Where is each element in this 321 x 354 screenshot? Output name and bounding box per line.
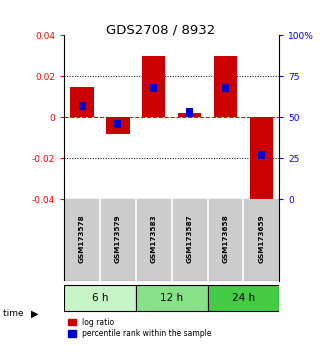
Bar — [71, 87, 94, 118]
Text: GSM173583: GSM173583 — [151, 215, 157, 263]
Legend: log ratio, percentile rank within the sample: log ratio, percentile rank within the sa… — [68, 318, 211, 338]
Text: GSM173658: GSM173658 — [222, 214, 229, 263]
Text: ▶: ▶ — [30, 308, 38, 318]
Bar — [106, 118, 130, 134]
Bar — [64, 285, 136, 311]
Bar — [178, 113, 201, 118]
Bar — [150, 84, 157, 92]
Bar — [214, 56, 237, 118]
Text: 12 h: 12 h — [160, 293, 183, 303]
Bar — [136, 285, 208, 311]
Bar — [208, 285, 279, 311]
Text: GDS2708 / 8932: GDS2708 / 8932 — [106, 23, 215, 36]
Text: GSM173578: GSM173578 — [79, 215, 85, 263]
Bar — [142, 56, 165, 118]
Bar — [115, 120, 121, 128]
Text: 6 h: 6 h — [92, 293, 108, 303]
Bar — [79, 102, 86, 110]
Text: time: time — [3, 309, 27, 318]
Text: GSM173579: GSM173579 — [115, 215, 121, 263]
Text: GSM173587: GSM173587 — [187, 215, 193, 263]
Bar — [222, 84, 229, 92]
Bar — [258, 151, 265, 159]
Text: GSM173659: GSM173659 — [258, 214, 265, 263]
Bar — [250, 118, 273, 204]
Text: 24 h: 24 h — [232, 293, 255, 303]
Bar — [186, 108, 193, 116]
